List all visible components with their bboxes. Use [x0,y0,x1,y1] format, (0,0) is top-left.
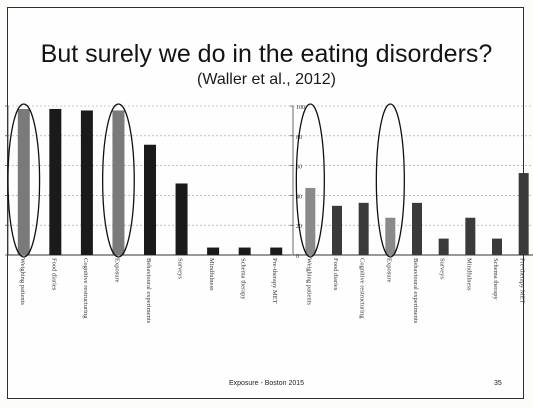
bar-1-food-diaries [49,108,62,255]
category-label-2-cognitive-restructuring: Cognitive restructuring [359,258,366,319]
bar-2-behavioural-experiments [412,202,422,255]
category-label-2-food-diaries: Food diaries [332,258,339,291]
category-label-2-pre-therapy-met: Pre-therapy MET [519,258,526,304]
category-label-2-exposure: Exposure [385,258,392,283]
highlight-ellipse-1-weighing-patients [7,103,41,258]
slide-footer: Exposure - Boston 2015 [228,380,305,387]
chart-panel-1: Weighing patients Food diaries Cognitive r… [5,103,292,324]
category-label-2-surveys: Surveys [439,258,446,279]
category-label-1-schema-therapy: Schema therapy [240,258,247,300]
category-label-1-cognitive-restructuring: Cognitive restructuring [82,258,89,319]
bar-2-cognitive-restructuring [358,202,369,255]
y-tick-label-100: 100 [296,105,305,111]
y-tick-label-60: 60 [296,165,302,171]
bar-1-schema-therapy [238,247,251,255]
bar-2-mindfulness [465,217,476,255]
bar-2-surveys [438,238,449,255]
slide-subtitle: (Waller et al., 2012) [196,71,336,88]
bar-1-behavioural-experiments [144,144,156,255]
bar-1-exposure [112,110,125,255]
category-label-2-behavioural-experiments: Behavioural experiments [412,258,419,324]
y-tick-label-40: 40 [296,194,302,200]
bar-2-weighing-patients [305,187,316,255]
category-label-2-mindfulness: Mindfulness [465,258,472,291]
highlight-ellipse-2-weighing-patients [295,103,325,258]
category-label-1-exposure: Exposure [113,258,120,283]
slide-title: But surely we do in the eating disorders… [40,40,493,68]
bar-1-weighing-patients [17,108,30,255]
category-label-1-weighing-patients: Weighing patients [19,258,26,305]
category-label-1-food-diaries: Food diaries [50,258,57,291]
category-label-2-schema-therapy: Schema therapy [492,258,499,300]
slide-frame [7,7,524,399]
highlight-ellipse-1-exposure [101,103,135,258]
category-label-1-behavioural-experiments: Behavioural experiments [145,258,152,324]
category-label-1-mindfulness: Mindfulness [208,258,215,291]
bar-2-food-diaries [332,205,342,255]
category-label-1-pre-therapy-met: Pre-therapy MET [271,258,278,304]
bar-1-mindfulness [207,247,220,255]
category-label-1-surveys: Surveys [177,258,184,279]
bar-2-exposure [385,217,396,255]
bar-1-cognitive-restructuring [80,110,93,255]
slide-number: 35 [494,380,502,387]
bar-1-pre-therapy-met [270,247,283,255]
bar-1-surveys [175,183,188,255]
y-tick-label-0: 0 [296,254,299,260]
bar-2-schema-therapy [492,238,502,255]
bar-2-pre-therapy-met [518,173,529,255]
category-label-2-weighing-patients: Weighing patients [305,258,312,305]
highlight-ellipse-2-exposure [375,103,405,258]
